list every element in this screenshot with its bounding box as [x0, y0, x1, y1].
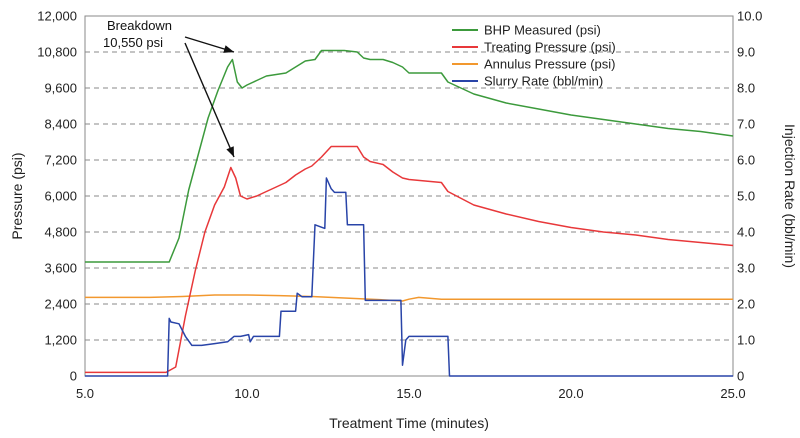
y-tick-label: 7,200	[44, 153, 77, 168]
annotation-line-1: Breakdown	[107, 18, 172, 33]
y-tick-label: 0	[70, 369, 77, 384]
plot-frame	[84, 15, 734, 377]
annotation-arrowhead-bhp	[223, 45, 234, 53]
y2-tick-label: 5.0	[737, 189, 755, 204]
y2-tick-label: 4.0	[737, 225, 755, 240]
y2-axis-title: Injection Rate (bbl/min)	[782, 124, 798, 268]
y-tick-label: 4,800	[44, 225, 77, 240]
y2-tick-label: 10.0	[737, 9, 762, 24]
annotation-line-2: 10,550 psi	[103, 35, 163, 50]
y-axis-title: Pressure (psi)	[9, 152, 25, 239]
annotation-arrow-treating	[184, 42, 235, 158]
x-tick-label: 20.0	[558, 386, 583, 401]
y2-tick-label: 8.0	[737, 81, 755, 96]
y2-tick-labels: 0 1.0 2.0 3.0 4.0 5.0 6.0 7.0 8.0 9.0 10.0	[737, 9, 762, 384]
y-tick-label: 12,000	[37, 9, 77, 24]
series-lines	[85, 49, 734, 377]
legend-entry: BHP Measured (psi)	[484, 23, 601, 38]
x-tick-label: 25.0	[720, 386, 745, 401]
y2-tick-label: 2.0	[737, 297, 755, 312]
legend-entry: Treating Pressure (psi)	[484, 40, 616, 55]
gridlines	[85, 51, 733, 341]
y-tick-label: 3,600	[44, 261, 77, 276]
legend-entry: Slurry Rate (bbl/min)	[484, 74, 603, 89]
series-line-bhp	[85, 49, 734, 263]
x-tick-label: 5.0	[76, 386, 94, 401]
y-tick-label: 6,000	[44, 189, 77, 204]
y2-tick-label: 9.0	[737, 45, 755, 60]
y2-tick-label: 7.0	[737, 117, 755, 132]
y-tick-labels: 0 1,200 2,400 3,600 4,800 6,000 7,200 8,400 9,60…	[37, 9, 77, 384]
x-tick-label: 15.0	[396, 386, 421, 401]
series-line-annulus	[85, 294, 733, 302]
y-tick-label: 1,200	[44, 333, 77, 348]
y-tick-label: 10,800	[37, 45, 77, 60]
y-tick-label: 8,400	[44, 117, 77, 132]
annotation-arrowhead-treating	[226, 146, 234, 157]
y2-tick-label: 6.0	[737, 153, 755, 168]
legend-entry: Annulus Pressure (psi)	[484, 57, 616, 72]
y2-tick-label: 1.0	[737, 333, 755, 348]
x-tick-label: 10.0	[234, 386, 259, 401]
y2-tick-label: 0	[737, 369, 744, 384]
y2-tick-label: 3.0	[737, 261, 755, 276]
y-tick-label: 2,400	[44, 297, 77, 312]
x-tick-labels: 5.0 10.0 15.0 20.0 25.0	[76, 386, 746, 401]
series-line-treating	[85, 145, 734, 374]
breakdown-annotation: Breakdown 10,550 psi	[103, 18, 235, 158]
series-line-slurry	[85, 177, 733, 377]
y-tick-label: 9,600	[44, 81, 77, 96]
legend: BHP Measured (psi) Treating Pressure (psi…	[452, 23, 616, 89]
x-axis-title: Treatment Time (minutes)	[329, 415, 489, 431]
